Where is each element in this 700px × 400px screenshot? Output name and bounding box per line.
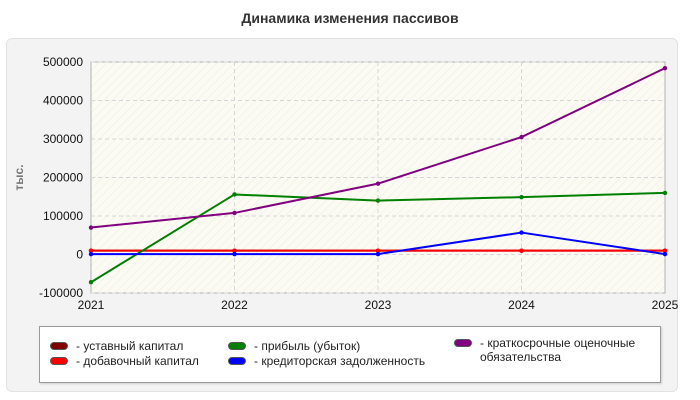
data-point	[375, 251, 381, 257]
data-point	[662, 248, 668, 253]
data-point	[519, 230, 524, 235]
data-point	[662, 251, 668, 257]
y-axis-ticks: -100000 0 100000 200000 300000 400000 500000	[39, 55, 83, 300]
x-tick-label: 2025	[652, 298, 679, 312]
legend-label: - уставный капитал	[76, 339, 184, 353]
data-point	[519, 134, 524, 140]
data-point	[375, 198, 381, 203]
data-point	[662, 65, 668, 71]
legend-swatch	[228, 357, 246, 365]
legend-swatch	[50, 357, 68, 365]
data-point	[88, 251, 94, 257]
legend-label: - прибыль (убыток)	[254, 339, 361, 353]
y-tick-label: 200000	[43, 171, 83, 185]
data-point	[375, 248, 381, 253]
data-point	[519, 194, 524, 200]
data-point	[375, 181, 381, 186]
legend-swatch	[50, 342, 68, 350]
legend-label: - кредиторская задолженность	[254, 354, 426, 368]
data-point	[232, 210, 237, 216]
y-tick-label: 500000	[43, 55, 83, 69]
data-point	[88, 248, 94, 253]
legend-swatch	[228, 342, 246, 350]
legend-label: - добавочный капитал	[76, 354, 199, 368]
x-axis-ticks: 2021 2022 2023 2024 2025	[78, 298, 679, 312]
x-tick-label: 2024	[508, 298, 535, 312]
data-point	[232, 251, 237, 257]
data-point	[519, 248, 524, 253]
data-point	[232, 248, 237, 253]
y-tick-label: 400000	[43, 94, 83, 108]
y-tick-label: 0	[76, 248, 83, 262]
legend: - уставный капитал - добавочный капитал …	[39, 326, 661, 383]
y-tick-label: 100000	[43, 209, 83, 223]
y-tick-label: -100000	[39, 286, 83, 300]
data-point	[662, 190, 668, 196]
series-points	[88, 65, 668, 285]
y-axis-label: тыс.	[12, 164, 26, 190]
legend-label: - краткосрочные оценочные обязательства	[480, 336, 636, 364]
x-tick-label: 2021	[78, 298, 105, 312]
x-tick-label: 2022	[221, 298, 248, 312]
chart-title: Динамика изменения пассивов	[241, 10, 459, 26]
data-point	[88, 225, 94, 230]
x-tick-label: 2023	[365, 298, 392, 312]
data-point	[88, 280, 94, 285]
y-tick-label: 300000	[43, 132, 83, 146]
legend-swatch	[454, 339, 472, 347]
data-point	[232, 192, 237, 197]
